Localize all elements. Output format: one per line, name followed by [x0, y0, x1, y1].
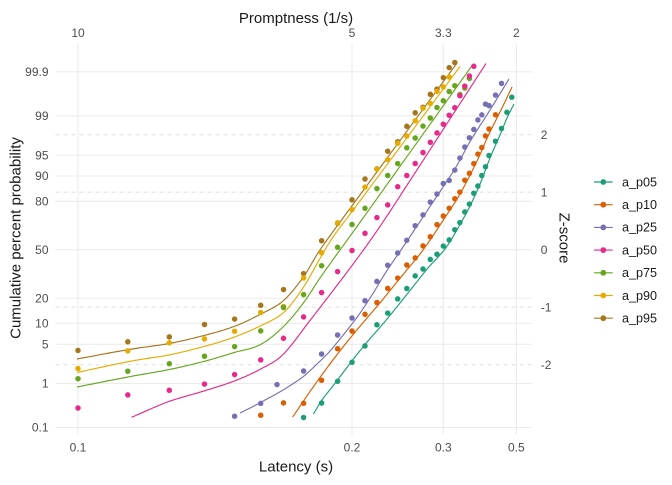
- svg-text:Latency (s): Latency (s): [259, 459, 333, 476]
- svg-text:0.2: 0.2: [344, 441, 361, 455]
- svg-text:0.3: 0.3: [435, 441, 452, 455]
- svg-text:2: 2: [541, 128, 548, 142]
- svg-text:80: 80: [35, 195, 49, 209]
- svg-text:a_p50: a_p50: [622, 243, 657, 257]
- svg-text:10: 10: [71, 26, 85, 40]
- svg-text:a_p05: a_p05: [622, 175, 657, 189]
- svg-text:0.1: 0.1: [70, 441, 87, 455]
- svg-text:1: 1: [541, 185, 548, 199]
- svg-text:99.9: 99.9: [25, 65, 49, 79]
- svg-text:a_p75: a_p75: [622, 266, 657, 280]
- svg-text:a_p10: a_p10: [622, 198, 657, 212]
- svg-text:50: 50: [35, 243, 49, 257]
- svg-text:-1: -1: [541, 300, 552, 314]
- svg-text:0.5: 0.5: [508, 441, 525, 455]
- svg-text:a_p95: a_p95: [622, 312, 657, 326]
- svg-text:Promptness (1/s): Promptness (1/s): [239, 10, 353, 27]
- svg-text:0.1: 0.1: [32, 421, 49, 435]
- svg-text:99: 99: [35, 109, 49, 123]
- svg-text:2: 2: [513, 26, 520, 40]
- svg-text:20: 20: [35, 291, 49, 305]
- svg-text:a_p25: a_p25: [622, 221, 657, 235]
- svg-text:95: 95: [35, 148, 49, 162]
- svg-text:10: 10: [35, 317, 49, 331]
- svg-text:3.3: 3.3: [435, 26, 452, 40]
- svg-text:90: 90: [35, 169, 49, 183]
- svg-text:Z-score: Z-score: [556, 213, 573, 264]
- svg-text:a_p90: a_p90: [622, 289, 657, 303]
- svg-text:1: 1: [42, 377, 49, 391]
- svg-text:5: 5: [42, 338, 49, 352]
- svg-text:0: 0: [541, 243, 548, 257]
- svg-text:-2: -2: [541, 358, 552, 372]
- svg-text:Cumulative percent probability: Cumulative percent probability: [8, 137, 25, 339]
- svg-text:5: 5: [349, 26, 356, 40]
